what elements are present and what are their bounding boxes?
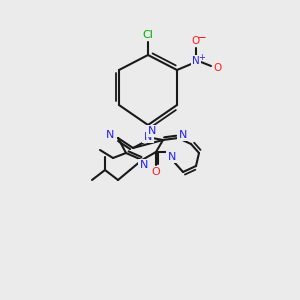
Text: +: + — [199, 52, 206, 62]
Text: N: N — [179, 130, 187, 140]
Text: N: N — [140, 160, 148, 170]
Text: N: N — [168, 152, 176, 162]
Text: O: O — [152, 167, 160, 177]
Text: N: N — [192, 56, 200, 66]
Text: N: N — [148, 126, 156, 136]
Text: Cl: Cl — [142, 30, 153, 40]
Text: N: N — [106, 130, 114, 140]
Text: N: N — [144, 132, 152, 142]
Text: O: O — [192, 36, 200, 46]
Text: −: − — [197, 32, 207, 44]
Text: O: O — [214, 63, 222, 73]
